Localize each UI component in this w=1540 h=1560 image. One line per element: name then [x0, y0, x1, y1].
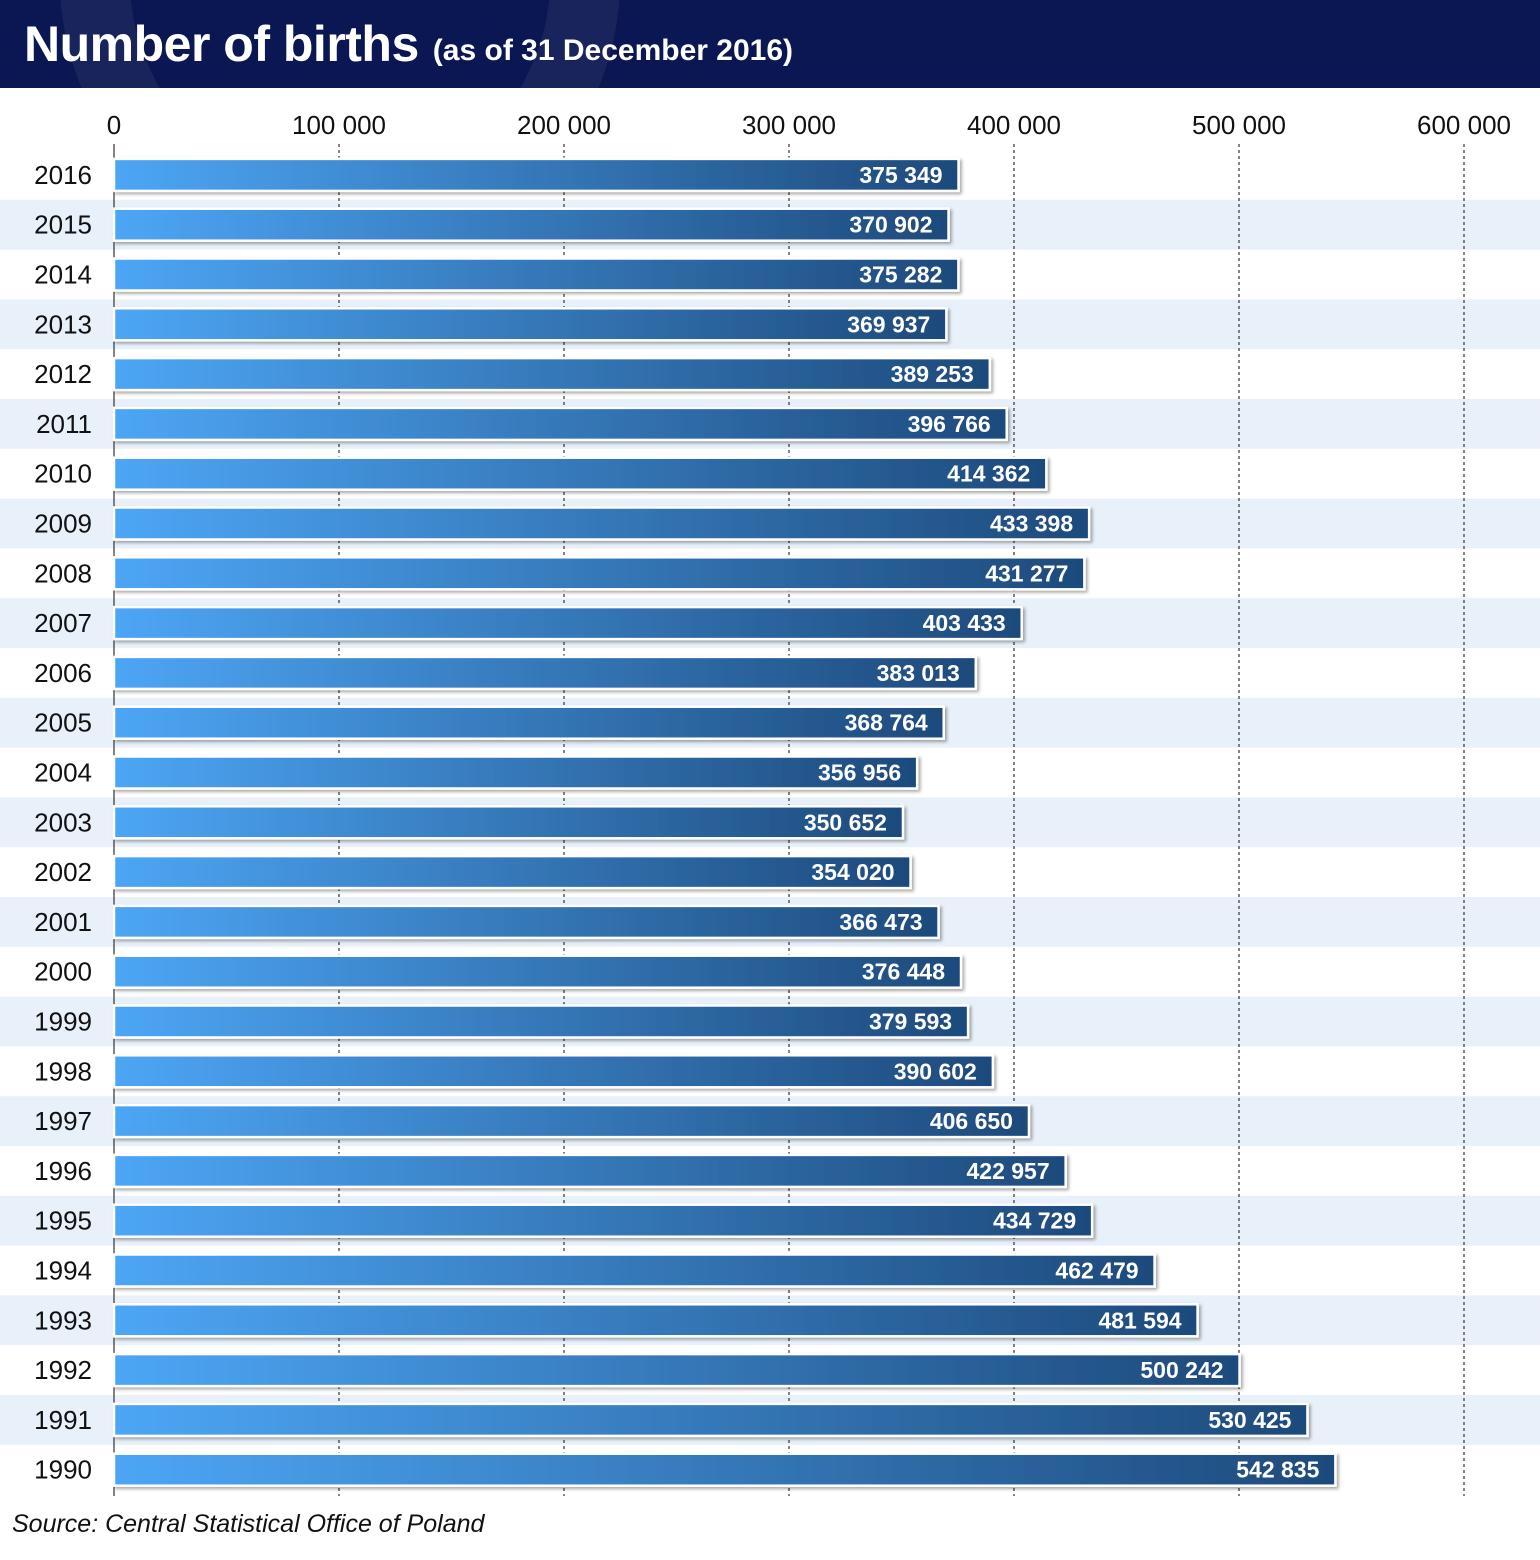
- value-label: 481 594: [1098, 1307, 1181, 1333]
- bar: [112, 406, 1008, 442]
- value-label: 379 593: [869, 1009, 952, 1035]
- value-label: 433 398: [990, 511, 1073, 537]
- y-tick-label: 2013: [34, 309, 92, 339]
- value-label: 414 362: [947, 461, 1030, 487]
- bar-chart: 0 100 000 200 000 300 000 400 000 500 000 600 …: [0, 110, 1540, 1496]
- value-label: 366 473: [839, 909, 922, 935]
- value-label: 354 020: [811, 859, 894, 885]
- y-tick-label: 2008: [34, 558, 92, 588]
- bars: [112, 157, 1337, 1487]
- x-tick-label: 300 000: [742, 110, 836, 140]
- value-labels: 375 349 370 902 375 282 369 937 389 253 396 7…: [804, 162, 1320, 1483]
- bar: [112, 1303, 1199, 1338]
- y-tick-label: 2003: [34, 807, 92, 837]
- value-label: 396 766: [908, 411, 991, 437]
- y-tick-label: 2007: [34, 608, 92, 638]
- value-label: 370 902: [849, 212, 932, 238]
- bar: [112, 954, 963, 989]
- bar: [112, 556, 1086, 591]
- value-label: 356 956: [818, 760, 901, 786]
- value-label: 390 602: [894, 1058, 977, 1084]
- value-label: 375 282: [859, 262, 942, 288]
- y-tick-label: 1990: [34, 1455, 92, 1485]
- x-tick-label: 400 000: [967, 110, 1061, 140]
- value-label: 462 479: [1055, 1258, 1138, 1284]
- bar: [112, 1103, 1031, 1139]
- bar: [112, 1153, 1067, 1189]
- bar: [112, 307, 948, 342]
- value-label: 383 013: [877, 660, 960, 686]
- bar: [112, 257, 960, 292]
- y-tick-label: 1995: [34, 1206, 92, 1236]
- y-tick-label: 2010: [34, 459, 92, 489]
- bar: [112, 854, 912, 890]
- bar: [112, 1452, 1337, 1487]
- y-tick-label: 2006: [34, 658, 92, 688]
- bar: [112, 705, 945, 740]
- value-label: 542 835: [1236, 1457, 1319, 1483]
- source-note: Source: Central Statistical Office of Po…: [12, 1510, 485, 1538]
- y-tick-label: 1997: [34, 1106, 92, 1136]
- bar: [112, 157, 960, 193]
- bar: [112, 456, 1048, 491]
- bar: [112, 1054, 995, 1089]
- y-tick-label: 2014: [34, 260, 92, 290]
- value-label: 350 652: [804, 809, 887, 835]
- value-label: 368 764: [845, 710, 928, 736]
- bar: [112, 805, 905, 840]
- x-tick-label: 200 000: [517, 110, 611, 140]
- y-tick-label: 2001: [34, 907, 92, 937]
- value-label: 369 937: [847, 311, 930, 337]
- value-label: 530 425: [1208, 1407, 1291, 1433]
- x-tick-label: 100 000: [292, 110, 386, 140]
- y-tick-label: 2009: [34, 509, 92, 539]
- y-tick-label: 2011: [36, 409, 92, 439]
- y-tick-label: 1994: [34, 1256, 92, 1286]
- bar: [112, 1004, 970, 1039]
- y-tick-label: 1996: [34, 1156, 92, 1186]
- watermark-ring-icon: [60, 0, 620, 88]
- x-tick-label: 0: [107, 110, 121, 140]
- x-axis-ticks: 0 100 000 200 000 300 000 400 000 500 000 600 …: [107, 110, 1511, 140]
- y-axis-labels: 2016 2015 2014 2013 2012 2011 2010 2009 2008 2007…: [34, 160, 92, 1485]
- value-label: 422 957: [967, 1158, 1050, 1184]
- value-label: 431 277: [985, 560, 1068, 586]
- bar: [112, 655, 978, 691]
- y-tick-label: 1991: [34, 1405, 92, 1435]
- y-tick-label: 2012: [34, 359, 92, 389]
- value-label: 403 433: [923, 610, 1006, 636]
- y-tick-label: 2016: [34, 160, 92, 190]
- bar: [112, 1253, 1156, 1288]
- y-tick-label: 2000: [34, 957, 92, 987]
- bar: [112, 755, 919, 790]
- y-tick-label: 2005: [34, 708, 92, 738]
- y-tick-label: 2004: [34, 758, 92, 788]
- x-tick-label: 500 000: [1192, 110, 1286, 140]
- value-label: 389 253: [891, 361, 974, 387]
- y-tick-label: 1992: [34, 1355, 92, 1385]
- value-label: 406 650: [930, 1108, 1013, 1134]
- y-tick-label: 2015: [34, 210, 92, 240]
- bar: [112, 506, 1091, 541]
- bar: [112, 605, 1023, 641]
- y-tick-label: 1999: [34, 1007, 92, 1037]
- y-tick-label: 1998: [34, 1056, 92, 1086]
- value-label: 375 349: [859, 162, 942, 188]
- bar: [112, 207, 950, 242]
- chart-subtitle: (as of 31 December 2016): [432, 34, 793, 67]
- bar: [112, 904, 940, 940]
- chart-header: Number of births (as of 31 December 2016…: [0, 0, 1540, 88]
- bar: [112, 1402, 1309, 1438]
- bar: [112, 356, 992, 392]
- bar: [112, 1352, 1241, 1388]
- x-tick-label: 600 000: [1417, 110, 1511, 140]
- bar: [112, 1203, 1094, 1238]
- value-label: 434 729: [993, 1208, 1076, 1234]
- value-label: 500 242: [1140, 1357, 1223, 1383]
- chart-title: Number of births: [24, 16, 419, 72]
- y-tick-label: 1993: [34, 1305, 92, 1335]
- value-label: 376 448: [862, 959, 945, 985]
- y-tick-label: 2002: [34, 857, 92, 887]
